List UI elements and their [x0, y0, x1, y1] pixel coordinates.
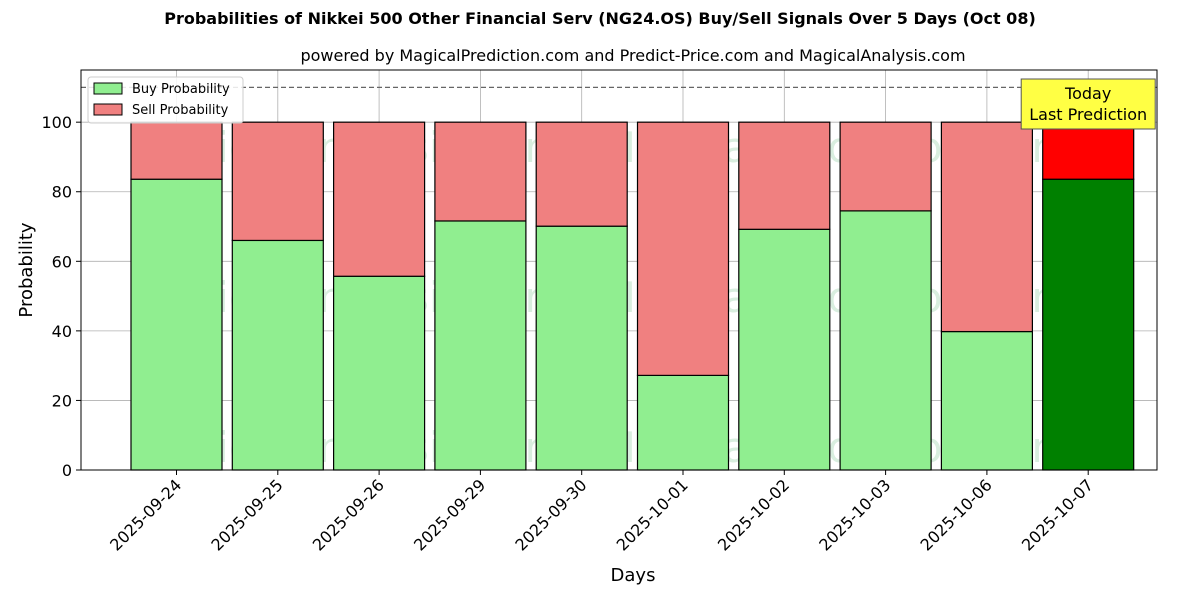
sell-bar-2025-10-02: [738, 121, 831, 230]
chart-subtitle: powered by MagicalPrediction.com and Pre…: [300, 46, 966, 65]
y-tick-label: 60: [52, 252, 72, 271]
sell-bar-2025-09-26: [333, 121, 426, 277]
x-tick-label: 2025-09-24: [106, 475, 185, 554]
x-tick-label: 2025-09-29: [410, 475, 489, 554]
sell-bar-2025-10-01: [636, 121, 730, 376]
legend-label: Sell Probability: [132, 103, 229, 118]
annotation-box: [1020, 78, 1156, 130]
plot-frame: [80, 69, 1158, 471]
buy-bar-2025-10-03: [839, 210, 932, 471]
x-tick-label: 2025-10-02: [714, 475, 793, 554]
legend-swatch: [93, 103, 123, 116]
sell-bar-2025-09-24: [130, 121, 223, 180]
buy-bar-2025-09-30: [535, 225, 628, 471]
legend: Buy Probability Sell Probability: [87, 76, 244, 124]
buy-bar-2025-10-02: [738, 228, 831, 471]
x-tick-label: 2025-09-25: [207, 475, 286, 554]
x-tick-label: 2025-10-01: [613, 475, 692, 554]
buy-bar-2025-10-07: [1042, 178, 1135, 471]
x-tick-label: 2025-10-03: [815, 475, 894, 554]
legend-label: Buy Probability: [132, 82, 230, 97]
sell-bar-2025-10-06: [940, 121, 1034, 333]
buy-bar-2025-10-01: [636, 374, 730, 471]
x-tick-label: 2025-09-30: [511, 475, 590, 554]
y-axis-label: Probability: [16, 222, 37, 317]
buy-bar-2025-09-26: [333, 275, 426, 471]
sell-bar-2025-09-29: [434, 121, 527, 222]
y-tick-label: 40: [52, 322, 72, 341]
x-tick-label: 2025-09-26: [309, 475, 388, 554]
x-tick-label: 2025-10-06: [917, 475, 996, 554]
chart-title: Probabilities of Nikkei 500 Other Financ…: [164, 9, 1036, 28]
annotation-line2: Last Prediction: [1029, 105, 1147, 124]
bars: [81, 86, 1157, 471]
annotation-line1: Today: [1064, 84, 1111, 103]
sell-bar-2025-10-07: [1042, 121, 1135, 180]
legend-swatch: [93, 82, 123, 95]
sell-bar-2025-09-25: [231, 121, 324, 242]
sell-bar-2025-09-30: [535, 121, 628, 227]
y-tick-label: 0: [62, 461, 72, 480]
buy-bar-2025-09-25: [231, 239, 324, 471]
buy-bar-2025-10-06: [940, 330, 1034, 471]
sell-bar-2025-10-03: [839, 121, 932, 212]
legend-box: [87, 76, 244, 124]
y-tick-label: 80: [52, 183, 72, 202]
today-annotation: Today Last Prediction: [1020, 78, 1156, 130]
x-axis-label: Days: [611, 565, 656, 586]
x-tick-label: 2025-10-07: [1018, 475, 1097, 554]
y-tick-label: 20: [52, 391, 72, 410]
buy-bar-2025-09-24: [130, 178, 223, 471]
y-tick-label: 100: [41, 113, 72, 132]
buy-bar-2025-09-29: [434, 220, 527, 471]
